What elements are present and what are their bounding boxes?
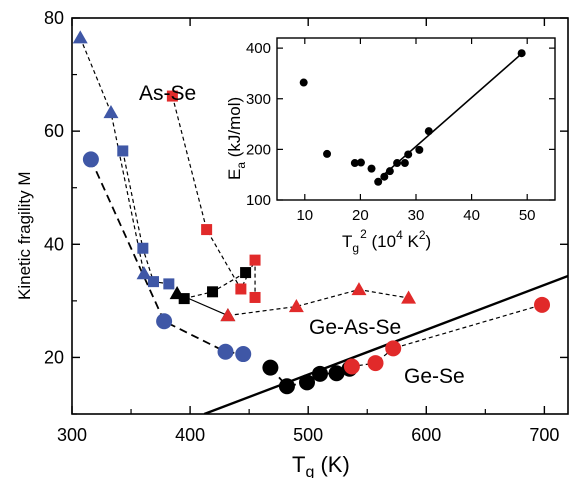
data-point-circle — [278, 378, 295, 395]
main-plot-frame — [71, 17, 569, 415]
inset-data-point — [404, 150, 413, 159]
inset-data-point — [393, 159, 402, 168]
series-line — [122, 150, 169, 285]
data-point-triangle — [72, 30, 88, 44]
data-point-square — [166, 90, 178, 102]
inset-y-tick-label: 100 — [246, 192, 271, 209]
inset-plot: 10 20 30 40 50 100 200 300 400 Tg2 (104 K2) Ea (… — [225, 37, 556, 255]
y-tick-label: 80 — [44, 8, 64, 28]
inset-data-point — [517, 49, 526, 58]
x-tick-label: 400 — [175, 425, 205, 445]
data-point-square — [207, 286, 219, 298]
data-point-circle — [385, 340, 402, 357]
x-tick-label: 300 — [57, 425, 87, 445]
inset-data-point — [374, 177, 383, 186]
inset-data-point — [400, 159, 409, 168]
inset-x-tick-label: 40 — [463, 207, 480, 224]
data-point-square — [201, 224, 213, 236]
data-point-circle — [299, 374, 316, 391]
inset-data-point — [350, 159, 359, 168]
inset-x-axis-label: Tg2 (104 K2) — [342, 227, 431, 255]
inset-data-point — [299, 78, 308, 87]
data-point-square — [235, 283, 247, 295]
data-point-triangle — [401, 290, 417, 304]
series-line — [227, 288, 409, 317]
data-point-triangle — [136, 266, 152, 280]
inset-x-tick-label: 30 — [408, 207, 425, 224]
main-plot: 300 400 500 600 700 20 40 60 80 As-Se Ge-As-Se G… — [15, 8, 569, 478]
data-point-circle — [156, 313, 173, 330]
y-tick-label: 20 — [44, 347, 64, 367]
data-point-circle — [235, 346, 252, 363]
series-line — [90, 159, 244, 355]
data-point-circle — [82, 151, 99, 168]
inset-data-point — [424, 127, 433, 136]
data-point-triangle — [103, 104, 119, 119]
series-line — [351, 304, 543, 368]
data-point-circle — [328, 365, 345, 382]
x-tick-label: 500 — [293, 425, 323, 445]
inset-data-point — [380, 172, 389, 181]
data-point-square — [147, 276, 159, 288]
y-tick-label: 40 — [44, 234, 64, 254]
inset-y-tick-label: 400 — [246, 40, 271, 57]
inset-background — [277, 38, 555, 200]
inset-data-point — [385, 167, 394, 176]
inset-y-tick-label: 200 — [246, 141, 271, 158]
data-point-triangle — [220, 308, 236, 322]
inset-data-point — [356, 158, 365, 167]
data-point-square — [117, 145, 129, 157]
annotation-as-se: As-Se — [139, 82, 196, 105]
inset-x-tick-label: 50 — [519, 207, 536, 224]
data-point-square — [137, 242, 149, 254]
data-point-square — [249, 254, 261, 266]
annotation-ge-se: Ge-Se — [404, 365, 465, 388]
inset-y-axis-label: Ea (kJ/mol) — [225, 97, 248, 180]
inset-y-tick-label: 300 — [246, 91, 271, 108]
y-axis-label: Kinetic fragility M — [15, 172, 34, 300]
data-point-circle — [367, 355, 384, 372]
inset-data-point — [415, 145, 424, 154]
x-tick-label: 600 — [411, 425, 441, 445]
data-point-square — [240, 267, 252, 279]
data-point-circle — [343, 358, 360, 375]
data-point-triangle — [288, 299, 304, 313]
data-point-square — [249, 291, 261, 303]
x-tick-label: 700 — [529, 425, 559, 445]
data-point-circle — [312, 365, 328, 382]
inset-data-point — [323, 149, 332, 158]
inset-x-tick-label: 20 — [352, 207, 369, 224]
data-point-triangle — [169, 286, 185, 300]
x-axis-label: Tg (K) — [292, 452, 350, 478]
annotation-ge-as-se: Ge-As-Se — [309, 316, 401, 339]
y-tick-label: 60 — [44, 121, 64, 141]
data-point-circle — [534, 296, 551, 313]
data-point-circle — [262, 359, 279, 376]
data-point-square — [163, 278, 175, 290]
data-point-circle — [217, 343, 234, 360]
inset-x-tick-label: 10 — [296, 207, 313, 224]
inset-data-point — [367, 164, 376, 173]
data-point-triangle — [351, 282, 367, 296]
